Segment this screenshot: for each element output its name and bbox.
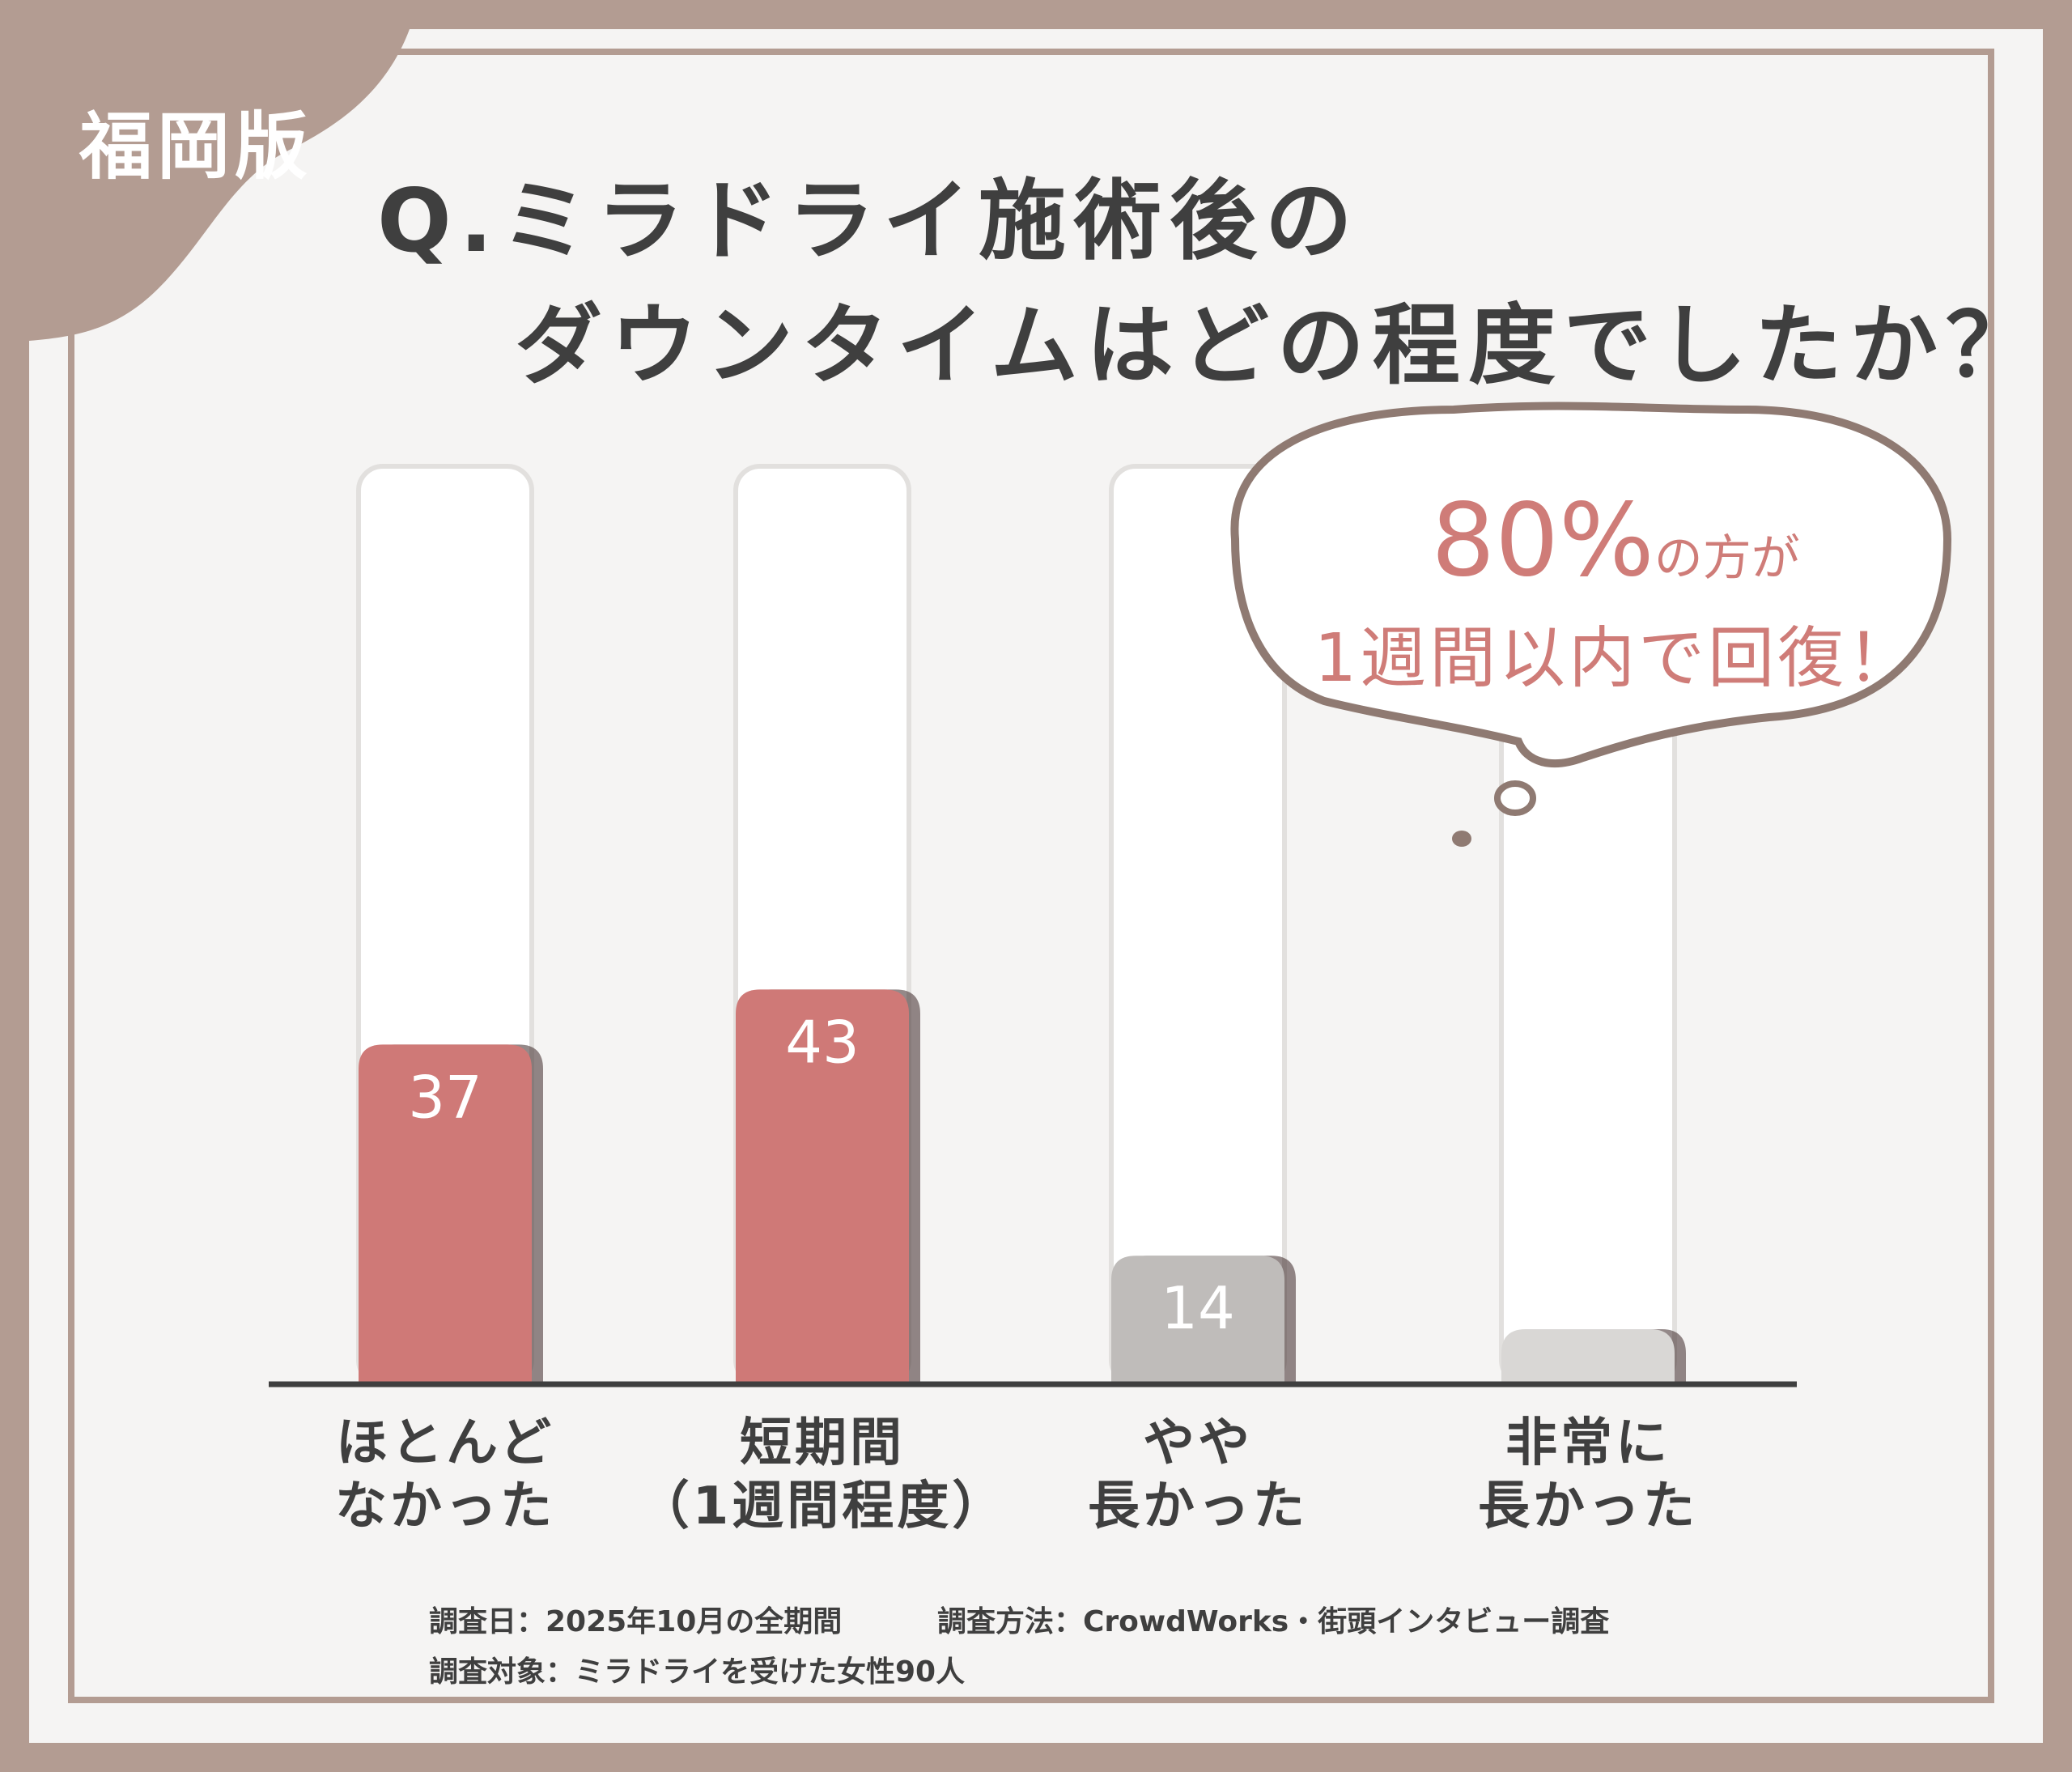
category-label-line: やや xyxy=(1143,1413,1253,1473)
bar xyxy=(359,1044,532,1384)
category-label-line: なかった xyxy=(335,1477,555,1536)
question-title-line-2: ダウンタイムはどの程度でしたか？ xyxy=(515,295,2041,397)
footnote-survey-method: 調査方法：CrowdWorks・街頭インタビュー調査 xyxy=(937,1605,1610,1638)
callout-suffix: の方が xyxy=(1654,530,1800,587)
bar-value-label: 6 xyxy=(1569,1259,1607,1327)
speech-bubble xyxy=(1230,402,1952,847)
footnote-survey-target: 調査対象：ミラドライを受けた女性90人 xyxy=(429,1655,966,1689)
category-label: 非常に 長かった xyxy=(1402,1412,1774,1538)
corner-tab-shape xyxy=(29,29,410,341)
footnote-survey-date: 調査日：2025年10月の全期間 xyxy=(429,1605,843,1638)
bar xyxy=(736,989,909,1384)
category-label-line: （1週間程度） xyxy=(637,1477,1008,1536)
category-label-line: 非常に xyxy=(1505,1413,1671,1473)
category-label: やや 長かった xyxy=(1012,1412,1384,1538)
category-label-line: 短期間 xyxy=(740,1413,905,1473)
infographic-card: 福岡版 Q.ミラドライ施術後の ダウンタイムはどの程度でしたか？ 37 43 14 6… xyxy=(29,29,2043,1743)
bar-value-label: 43 xyxy=(785,1008,860,1076)
callout-text: 80%の方が 1週間以内で回復！ xyxy=(1243,482,1988,700)
bar-value-label: 14 xyxy=(1161,1274,1235,1342)
bar xyxy=(1501,1328,1675,1384)
category-label-line: ほとんど xyxy=(335,1413,555,1473)
region-badge: 福岡版 xyxy=(79,104,312,189)
callout-line-2: 1週間以内で回復！ xyxy=(1314,620,1917,697)
bar-chart: 37 43 14 6 xyxy=(269,402,1952,1387)
question-title-line-1: Q.ミラドライ施術後の xyxy=(377,171,1361,272)
callout-percent: 80% xyxy=(1431,482,1654,599)
category-label-line: 長かった xyxy=(1478,1477,1698,1536)
bar xyxy=(1111,1256,1284,1384)
inner-frame xyxy=(68,49,1994,1703)
bar-value-label: 37 xyxy=(408,1063,482,1131)
category-label: 短期間 （1週間程度） xyxy=(636,1412,1008,1538)
category-label-line: 長かった xyxy=(1088,1477,1308,1536)
category-label: ほとんど なかった xyxy=(259,1412,631,1538)
